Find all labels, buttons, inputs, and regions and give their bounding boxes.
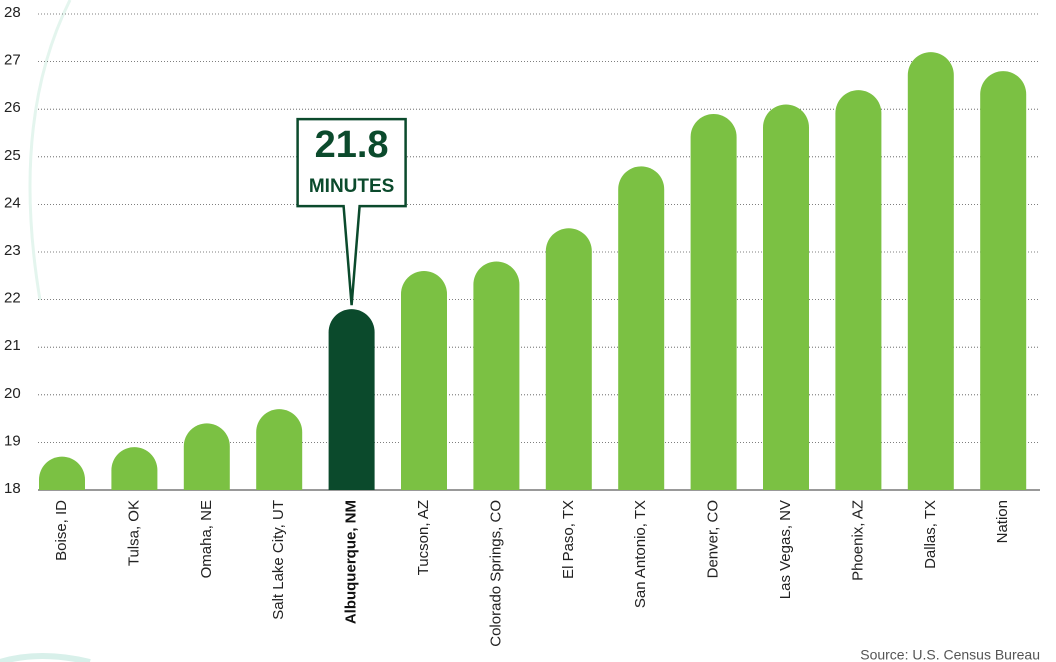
bar <box>39 456 85 490</box>
bar <box>256 409 303 490</box>
y-tick-label: 24 <box>4 194 21 211</box>
bar <box>618 166 665 491</box>
callout <box>296 117 407 306</box>
value-label: 21.8 <box>315 124 389 166</box>
x-tick-label: Albuquerque, NM <box>343 500 360 624</box>
y-tick-label: 21 <box>4 337 21 354</box>
y-tick-label: 27 <box>4 52 21 69</box>
bar <box>183 423 230 490</box>
y-tick-label: 28 <box>4 4 21 21</box>
y-tick-label: 26 <box>4 99 21 116</box>
bar <box>763 104 809 490</box>
x-tick-label: Salt Lake City, UT <box>270 500 287 620</box>
y-tick-label: 23 <box>4 242 21 259</box>
y-tick-label: 25 <box>4 147 21 164</box>
y-tick-label: 18 <box>4 480 21 497</box>
bar <box>980 71 1027 491</box>
bar <box>401 271 447 490</box>
bar <box>690 113 737 491</box>
x-tick-label: Dallas, TX <box>922 500 939 569</box>
x-tick-label: Omaha, NE <box>198 500 215 578</box>
source: Source: U.S. Census Bureau <box>860 647 1040 662</box>
annotation: MINUTES <box>309 176 395 197</box>
x-tick-label: Las Vegas, NV <box>777 500 794 599</box>
x-tick-label: Nation <box>994 500 1011 543</box>
x-tick-label: Phoenix, AZ <box>849 500 866 581</box>
bar <box>111 447 158 490</box>
bar <box>907 52 954 490</box>
decor-arc <box>28 0 72 301</box>
x-tick-label: Tucson, AZ <box>415 500 432 575</box>
x-tick-label: El Paso, TX <box>560 500 577 579</box>
decor-arc <box>0 653 91 662</box>
x-tick-label: Colorado Springs, CO <box>487 500 504 647</box>
x-tick-label: Denver, CO <box>705 500 722 578</box>
y-tick-label: 20 <box>4 385 21 402</box>
y-tick-label: 19 <box>4 432 21 449</box>
x-tick-label: Boise, ID <box>53 500 70 561</box>
y-tick-label: 22 <box>4 290 21 307</box>
bar <box>473 261 520 490</box>
x-tick-label: Tulsa, OK <box>125 500 142 566</box>
x-tick-label: San Antonio, TX <box>632 500 649 608</box>
bar <box>545 228 592 490</box>
bar <box>328 309 375 490</box>
bar <box>835 90 882 490</box>
